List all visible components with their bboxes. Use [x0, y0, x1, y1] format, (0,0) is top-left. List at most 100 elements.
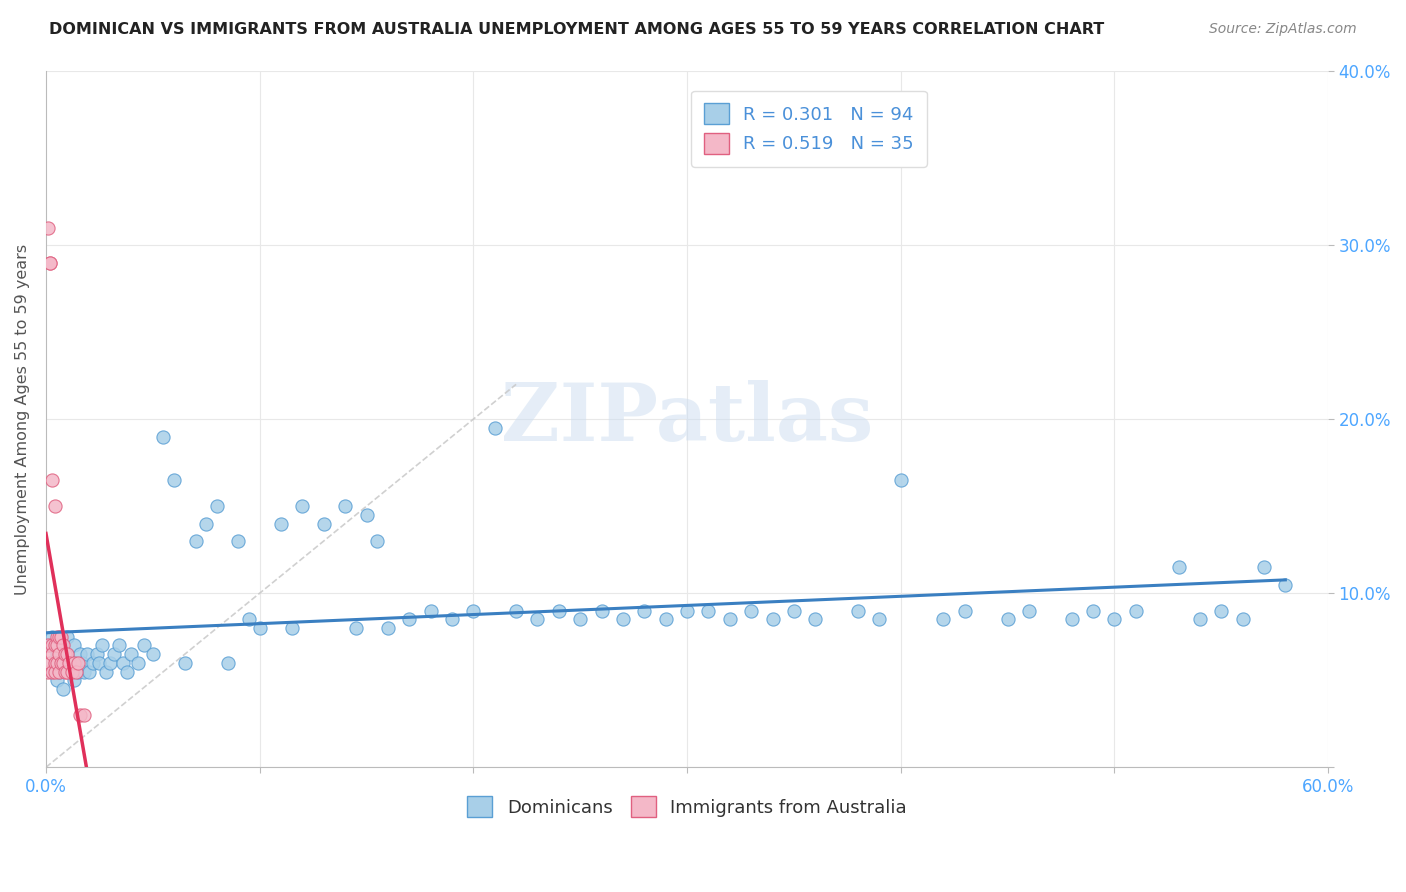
Point — [98, 656, 121, 670]
Point — [398, 612, 420, 626]
Point — [718, 612, 741, 626]
Point — [94, 665, 117, 679]
Point — [45, 639, 67, 653]
Point — [60, 656, 83, 670]
Point — [344, 621, 367, 635]
Point — [56, 630, 79, 644]
Point — [463, 604, 485, 618]
Point — [1274, 577, 1296, 591]
Point — [505, 604, 527, 618]
Point — [804, 612, 827, 626]
Point — [1018, 604, 1040, 618]
Point — [484, 421, 506, 435]
Text: DOMINICAN VS IMMIGRANTS FROM AUSTRALIA UNEMPLOYMENT AMONG AGES 55 TO 59 YEARS CO: DOMINICAN VS IMMIGRANTS FROM AUSTRALIA U… — [49, 22, 1105, 37]
Point — [846, 604, 869, 618]
Point — [890, 473, 912, 487]
Point — [86, 647, 108, 661]
Point — [37, 665, 59, 679]
Point — [49, 656, 72, 670]
Text: Source: ZipAtlas.com: Source: ZipAtlas.com — [1209, 22, 1357, 37]
Point — [56, 665, 79, 679]
Point — [69, 708, 91, 723]
Point — [58, 656, 80, 670]
Point — [1081, 604, 1104, 618]
Point — [76, 647, 98, 661]
Point — [612, 612, 634, 626]
Point — [1104, 612, 1126, 626]
Point — [419, 604, 441, 618]
Point — [37, 220, 59, 235]
Point — [226, 533, 249, 548]
Point — [142, 647, 165, 661]
Point — [39, 656, 62, 670]
Point — [52, 681, 75, 696]
Point — [280, 621, 302, 635]
Point — [366, 533, 388, 548]
Point — [48, 665, 70, 679]
Point — [547, 604, 569, 618]
Point — [82, 656, 104, 670]
Point — [120, 647, 142, 661]
Point — [49, 656, 72, 670]
Point — [249, 621, 271, 635]
Point — [45, 673, 67, 688]
Point — [997, 612, 1019, 626]
Point — [39, 639, 62, 653]
Point — [65, 656, 87, 670]
Point — [73, 708, 96, 723]
Point — [740, 604, 762, 618]
Point — [103, 647, 125, 661]
Point — [356, 508, 378, 522]
Point — [526, 612, 548, 626]
Point — [697, 604, 720, 618]
Point — [41, 647, 63, 661]
Point — [633, 604, 655, 618]
Point — [65, 665, 87, 679]
Point — [44, 656, 66, 670]
Point — [111, 656, 134, 670]
Point — [1253, 560, 1275, 574]
Point — [52, 639, 75, 653]
Point — [48, 665, 70, 679]
Point — [184, 533, 207, 548]
Point — [291, 499, 314, 513]
Point — [52, 639, 75, 653]
Point — [44, 639, 66, 653]
Point — [312, 516, 335, 531]
Text: ZIPatlas: ZIPatlas — [501, 380, 873, 458]
Point — [44, 665, 66, 679]
Point — [134, 639, 156, 653]
Point — [66, 656, 89, 670]
Point — [48, 647, 70, 661]
Point — [41, 639, 63, 653]
Point — [45, 630, 67, 644]
Point — [56, 656, 79, 670]
Point — [89, 656, 111, 670]
Point — [53, 647, 76, 661]
Point — [107, 639, 129, 653]
Point — [37, 639, 59, 653]
Point — [62, 639, 84, 653]
Point — [60, 665, 83, 679]
Point — [676, 604, 699, 618]
Point — [440, 612, 463, 626]
Point — [115, 665, 138, 679]
Point — [761, 612, 783, 626]
Point — [195, 516, 218, 531]
Point — [1125, 604, 1147, 618]
Point — [90, 639, 112, 653]
Point — [1232, 612, 1254, 626]
Legend: Dominicans, Immigrants from Australia: Dominicans, Immigrants from Australia — [460, 789, 914, 824]
Point — [48, 630, 70, 644]
Point — [868, 612, 890, 626]
Point — [39, 255, 62, 269]
Point — [173, 656, 195, 670]
Point — [45, 656, 67, 670]
Point — [44, 656, 66, 670]
Point — [56, 647, 79, 661]
Point — [41, 665, 63, 679]
Point — [783, 604, 806, 618]
Point — [39, 255, 62, 269]
Point — [205, 499, 228, 513]
Point — [127, 656, 149, 670]
